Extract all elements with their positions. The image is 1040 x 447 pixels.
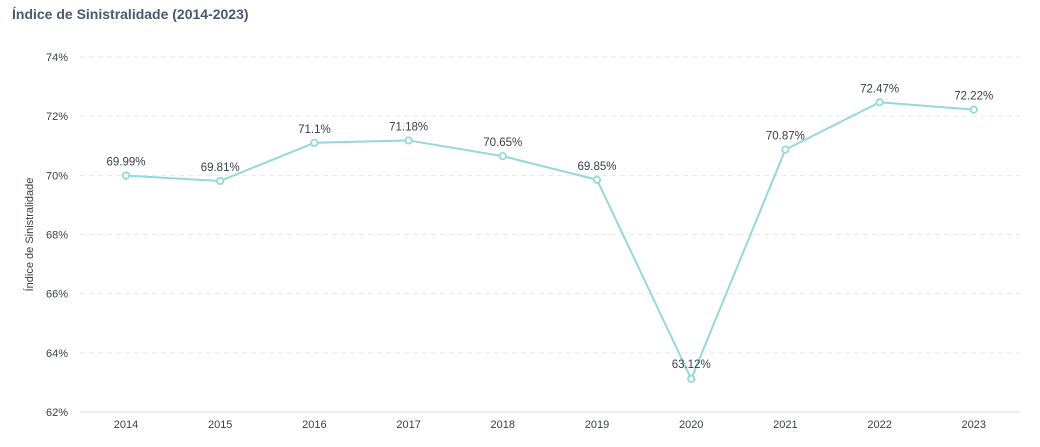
y-axis-title: Índice de Sinistralidade <box>23 178 36 292</box>
data-point <box>404 136 413 145</box>
gridlines <box>80 56 1020 354</box>
data-label: 72.47% <box>860 83 899 95</box>
data-label: 63.12% <box>672 359 711 371</box>
data-point <box>687 374 696 383</box>
x-tick-label: 2021 <box>773 419 797 431</box>
x-tick-label: 2014 <box>114 419 138 431</box>
data-label: 70.65% <box>483 137 522 149</box>
x-tick-label: 2019 <box>585 419 609 431</box>
chart-title: Índice de Sinistralidade (2014-2023) <box>12 6 249 22</box>
x-tick-label: 2018 <box>491 419 515 431</box>
y-tick-label: 72% <box>46 111 68 123</box>
data-label: 69.85% <box>577 161 616 173</box>
y-tick-label: 74% <box>46 52 68 64</box>
series-line <box>125 101 974 380</box>
x-tick-label: 2020 <box>679 419 703 431</box>
y-tick-label: 70% <box>46 170 68 182</box>
data-point <box>121 171 131 180</box>
data-point <box>592 175 602 184</box>
series <box>121 98 978 383</box>
axes: 62% 64% 66% 68% 70% 72% 74% 2014 2015 2016 2017 201… <box>23 52 1020 431</box>
data-point <box>781 145 790 154</box>
y-tick-label: 68% <box>46 230 68 242</box>
x-tick-label: 2017 <box>396 419 420 431</box>
data-point <box>875 98 884 107</box>
x-tick-label: 2015 <box>208 419 232 431</box>
data-label: 70.87% <box>766 131 805 143</box>
y-tick-label: 66% <box>46 289 68 301</box>
data-point <box>969 105 978 114</box>
data-label: 72.22% <box>954 91 993 103</box>
x-tick-label: 2022 <box>867 419 891 431</box>
data-label: 71.1% <box>298 124 331 136</box>
data-point <box>216 176 225 186</box>
data-label: 71.18% <box>389 121 428 133</box>
x-tick-label: 2016 <box>302 419 326 431</box>
y-tick-label: 62% <box>46 407 68 419</box>
data-label: 69.81% <box>201 162 240 174</box>
x-tick-label: 2023 <box>962 419 986 431</box>
data-label: 69.99% <box>106 157 145 169</box>
y-tick-label: 64% <box>46 348 68 360</box>
data-point <box>310 138 319 147</box>
data-labels: 69.99% 69.81% 71.1% 71.18% 70.65% 69.85% 63.12… <box>106 83 993 371</box>
data-point <box>498 152 507 161</box>
